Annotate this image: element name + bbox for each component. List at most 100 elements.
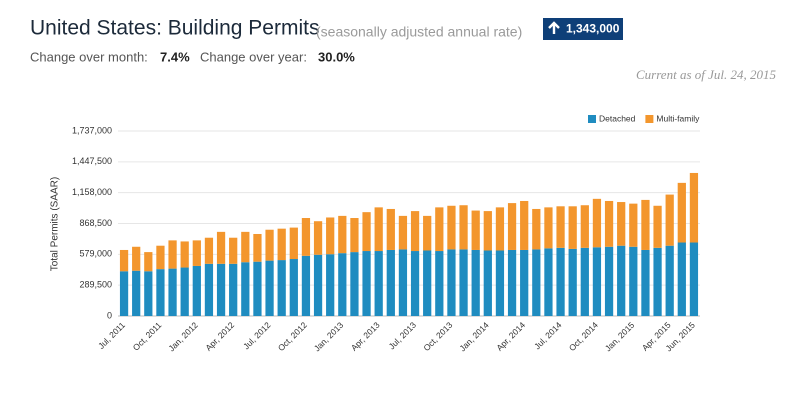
y-tick-label: 1,447,500	[72, 156, 112, 166]
bar-segment	[665, 194, 674, 246]
bar-segment	[216, 231, 226, 264]
bar-segment	[653, 205, 662, 248]
bar-segment	[423, 215, 432, 251]
legend-label: Multi-family	[656, 113, 700, 123]
bar-segment	[447, 249, 456, 316]
bar-segment	[132, 270, 141, 316]
bar-segment	[520, 200, 529, 250]
bar-segment	[580, 247, 589, 316]
bar-segment	[289, 259, 298, 316]
bar-segment	[326, 254, 335, 316]
bar-segment	[362, 212, 371, 252]
y-tick-label: 1,737,000	[72, 125, 112, 135]
bar-segment	[495, 250, 505, 316]
as-of: Current as of Jul. 24, 2015	[636, 67, 776, 82]
x-tick-label: Oct, 2014	[567, 320, 600, 353]
mom-label: Change over month:	[30, 49, 148, 64]
mom-value: 7.4%	[160, 49, 190, 64]
bar-segment	[119, 271, 129, 316]
legend-swatch	[588, 115, 596, 123]
bar-segment	[653, 247, 662, 316]
x-tick-label: Jul, 2011	[96, 320, 127, 351]
y-tick-label: 868,500	[79, 218, 112, 228]
x-tick-label: Jan, 2014	[457, 320, 491, 354]
bar-segment	[520, 249, 529, 316]
bar-segment	[592, 198, 602, 248]
bar-segment	[677, 242, 686, 316]
bar-segment	[544, 248, 553, 316]
bar-segment	[641, 249, 650, 316]
bar-segment	[180, 241, 189, 268]
y-axis-label: Total Permits (SAAR)	[50, 177, 61, 271]
bar-segment	[386, 208, 395, 250]
bar-segment	[265, 260, 274, 316]
bar-segment	[507, 249, 517, 316]
bar-segment	[386, 249, 395, 316]
bar-segment	[192, 265, 201, 316]
bar-segment	[132, 246, 141, 271]
bar-segment	[289, 227, 298, 260]
x-tick-label: Oct, 2011	[131, 320, 164, 353]
y-tick-label: 579,000	[79, 249, 112, 259]
bar-segment	[119, 249, 129, 272]
x-tick-label: Jul, 2013	[387, 320, 419, 352]
bar-segment	[556, 206, 565, 248]
bar-segment	[144, 271, 153, 316]
x-tick-label: Apr, 2014	[494, 320, 527, 353]
legend-swatch	[645, 115, 654, 123]
bar-segment	[544, 207, 553, 249]
badge	[543, 18, 623, 40]
bar-segment	[192, 240, 201, 266]
bar-segment	[568, 206, 577, 249]
bar-segment	[277, 228, 286, 261]
bar-segment	[507, 203, 517, 250]
bar-segment	[180, 267, 189, 316]
bar-segment	[532, 208, 541, 250]
bar-segment	[410, 251, 420, 316]
x-tick-label: Apr, 2012	[203, 320, 236, 353]
x-tick-label: Oct, 2012	[276, 320, 309, 353]
bar-segment	[338, 253, 347, 316]
bar-segment	[253, 233, 262, 262]
bar-segment	[313, 254, 323, 316]
bar-segment	[168, 240, 177, 269]
y-tick-label: 1,158,000	[72, 187, 112, 197]
badge-value: 1,343,000	[566, 22, 620, 36]
arrow-icon	[548, 21, 560, 34]
bar-segment	[435, 251, 444, 316]
bar-segment	[459, 205, 468, 250]
bar-segment	[689, 242, 699, 316]
x-tick-label: Jul, 2014	[532, 320, 564, 352]
bar-segment	[241, 262, 250, 316]
bar-segment	[265, 229, 274, 261]
bar-segment	[229, 263, 238, 316]
bar-segment	[204, 237, 214, 264]
bar-segment	[556, 247, 565, 316]
x-tick-label: Apr, 2013	[349, 320, 382, 353]
bar-segment	[398, 215, 408, 250]
bar-segment	[423, 250, 432, 316]
bar-segment	[156, 245, 165, 270]
bar-segment	[313, 221, 323, 255]
bar-segment	[447, 205, 456, 250]
x-tick-label: Jul, 2012	[241, 320, 273, 352]
bar-segment	[495, 207, 505, 251]
bar-segment	[374, 207, 383, 252]
bar-segment	[471, 249, 480, 316]
subtitle: (seasonally adjusted annual rate)	[316, 24, 522, 40]
bar-segment	[326, 217, 335, 255]
yoy-value: 30.0%	[318, 49, 355, 64]
bar-segment	[483, 250, 492, 316]
bar-segment	[483, 211, 492, 251]
bar-segment	[580, 205, 589, 248]
bar-segment	[338, 215, 347, 254]
bar-segment	[374, 251, 383, 316]
title: United States: Building Permits	[30, 17, 319, 40]
bar-segment	[350, 252, 359, 316]
bar-segment	[241, 231, 250, 263]
x-tick-label: Jan, 2012	[166, 320, 200, 354]
bar-segment	[604, 200, 614, 247]
bar-segment	[410, 211, 420, 252]
legend-label: Detached	[599, 113, 636, 123]
